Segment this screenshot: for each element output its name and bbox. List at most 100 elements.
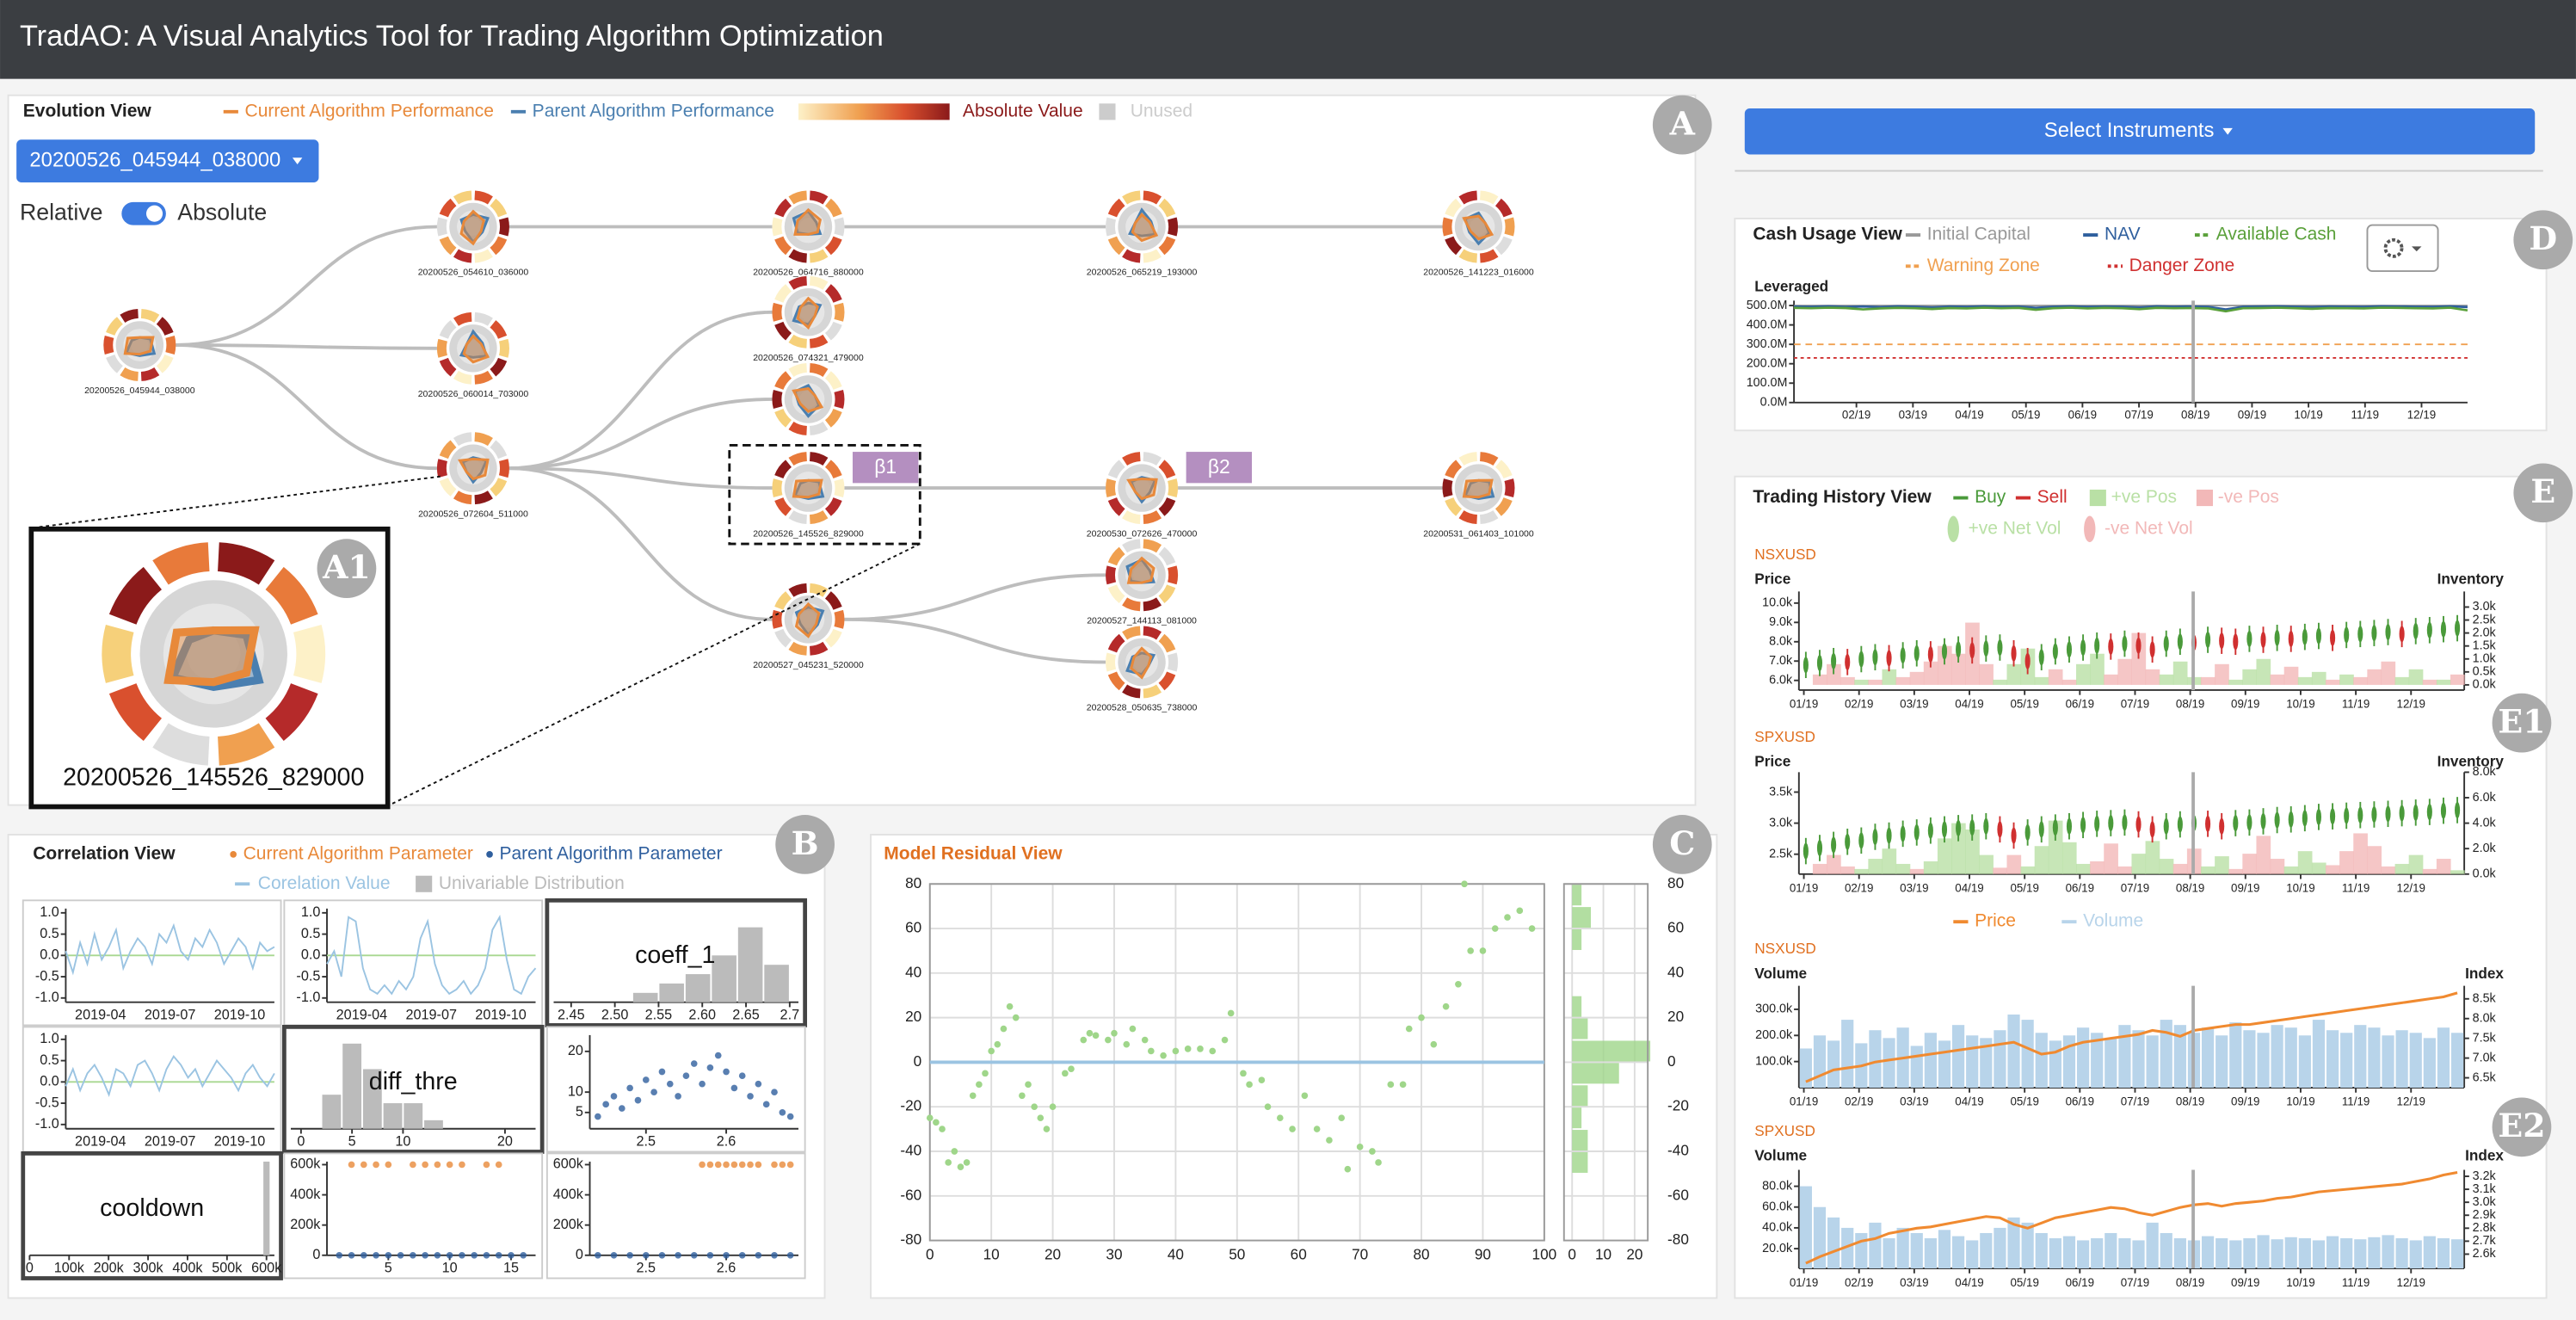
scatter-point bbox=[610, 1093, 618, 1100]
net-volume bbox=[2066, 641, 2073, 658]
net-volume bbox=[2122, 635, 2128, 652]
badge-circle bbox=[317, 539, 377, 599]
x-tick-label: 05/19 bbox=[2010, 1095, 2038, 1108]
x-tick-label: 10 bbox=[442, 1260, 458, 1275]
glyph-segment bbox=[774, 497, 792, 516]
residual-point bbox=[1086, 1029, 1094, 1037]
inventory-bar bbox=[1812, 674, 1827, 685]
inventory-bar bbox=[2228, 679, 2243, 685]
x-tick-label: 03/19 bbox=[1900, 1276, 1928, 1289]
legend-label: Univariable Distribution bbox=[439, 873, 625, 893]
glyph-segment bbox=[1158, 671, 1176, 691]
hist-bar bbox=[685, 974, 711, 1002]
y-tick-label: 60.0k bbox=[1762, 1200, 1793, 1214]
x-tick-label: 05/19 bbox=[2010, 1276, 2038, 1289]
residual-point bbox=[1405, 1025, 1413, 1033]
inventory-bar bbox=[2201, 676, 2215, 685]
scatter-point bbox=[675, 1093, 681, 1100]
inventory-bar bbox=[2006, 663, 2022, 685]
residual-point bbox=[1049, 1103, 1057, 1111]
glyph-segment bbox=[774, 460, 792, 479]
volume-bar bbox=[1966, 1240, 1979, 1269]
y-tick-label: 10 bbox=[568, 1083, 583, 1099]
residual-point bbox=[1105, 1036, 1112, 1044]
x-tick-label: 09/19 bbox=[2231, 698, 2259, 711]
y-tick-label: 300.0M bbox=[1747, 337, 1788, 351]
glyph-polygon bbox=[458, 458, 490, 481]
scatter-point bbox=[397, 1251, 404, 1259]
trading-panel bbox=[1734, 475, 2548, 1299]
inventory-bar bbox=[2326, 679, 2340, 685]
y-tick-label: 20 bbox=[905, 1008, 921, 1025]
x-tick-label: 07/19 bbox=[2121, 1095, 2149, 1108]
node-label: 20200526_054610_036000 bbox=[418, 268, 529, 278]
y-tick-label: -0.5 bbox=[35, 968, 59, 984]
x-tick-label: 0 bbox=[26, 1260, 34, 1275]
scatter-point bbox=[730, 1084, 738, 1092]
volume-bar bbox=[2062, 1035, 2076, 1089]
x-tick-label: 2019-04 bbox=[336, 1007, 388, 1022]
node-label: 20200526_072604_511000 bbox=[418, 509, 528, 519]
x-tick-label: 2019-04 bbox=[75, 1007, 126, 1022]
glyph-segment bbox=[453, 370, 472, 385]
y-tick-label: 0.0 bbox=[40, 1074, 59, 1089]
residual-point bbox=[1418, 1014, 1425, 1021]
glyph-segment bbox=[1143, 249, 1162, 263]
residual-hist-bar bbox=[1572, 1107, 1582, 1129]
glyph-segment bbox=[774, 409, 792, 428]
x-tick-label: 04/19 bbox=[1955, 409, 1983, 422]
volume-bar bbox=[2160, 1232, 2172, 1269]
node-label: 20200526_064716_880000 bbox=[753, 268, 864, 278]
x-tick-label: 2.6 bbox=[717, 1133, 736, 1149]
volume-bar bbox=[1951, 1025, 1965, 1089]
volume-bar bbox=[2201, 1027, 2215, 1089]
net-volume bbox=[2274, 629, 2280, 646]
net-volume bbox=[2011, 827, 2017, 844]
series-line bbox=[1794, 306, 2468, 313]
legend-label: Price bbox=[1975, 911, 2016, 931]
x-tick-label: 06/19 bbox=[2068, 409, 2097, 422]
net-volume bbox=[2052, 643, 2058, 660]
volume-bar bbox=[2450, 1033, 2464, 1089]
y-tick-label: 600k bbox=[290, 1157, 321, 1172]
scatter-point bbox=[360, 1251, 367, 1259]
residual-point bbox=[1123, 1040, 1131, 1048]
select-instruments[interactable] bbox=[1744, 108, 2536, 155]
inventory-bar bbox=[1993, 867, 2008, 874]
volume-bar bbox=[1896, 1227, 1909, 1269]
node-label: 20200526_074321_479000 bbox=[753, 353, 864, 363]
residual-point bbox=[1301, 1092, 1309, 1100]
x-tick-label: 0 bbox=[926, 1245, 934, 1262]
x-tick-label: 07/19 bbox=[2121, 698, 2149, 711]
scatter-point bbox=[642, 1076, 650, 1083]
glyph-segment bbox=[140, 367, 160, 381]
x-tick-label: 70 bbox=[1352, 1245, 1368, 1262]
badge-circle bbox=[2492, 693, 2552, 753]
x-tick-label: 2.7 bbox=[780, 1007, 800, 1022]
volume-bar bbox=[2229, 1022, 2242, 1089]
inventory-bar bbox=[2215, 663, 2229, 685]
volume-bar bbox=[1827, 1217, 1840, 1269]
legend-swatch bbox=[1099, 103, 1116, 120]
residual-point bbox=[1258, 1076, 1266, 1083]
volume-bar bbox=[2437, 1237, 2450, 1269]
y-tick-label: 600k bbox=[553, 1157, 584, 1172]
inventory-bar bbox=[2131, 632, 2147, 685]
glyph-segment bbox=[788, 452, 807, 466]
net-volume bbox=[1956, 819, 1962, 836]
hist-bar bbox=[424, 1120, 443, 1129]
net-volume bbox=[1872, 649, 1878, 666]
legend-label: Parent Algorithm Performance bbox=[533, 101, 774, 120]
volume-bar bbox=[2423, 1038, 2436, 1089]
y-tick-label: 1.0 bbox=[40, 1031, 59, 1046]
volume-bar bbox=[1855, 1232, 1868, 1269]
scatter-point bbox=[779, 1161, 786, 1169]
panel-title: Trading History View bbox=[1753, 487, 1932, 507]
glyph-segment bbox=[834, 478, 845, 498]
legend-label: +ve Net Vol bbox=[1968, 518, 2061, 538]
inventory-bar bbox=[2339, 674, 2354, 685]
glyph-segment bbox=[824, 409, 842, 428]
scatter-point bbox=[471, 1251, 478, 1259]
inventory-bar bbox=[2034, 846, 2049, 874]
dropdown[interactable] bbox=[16, 139, 319, 182]
